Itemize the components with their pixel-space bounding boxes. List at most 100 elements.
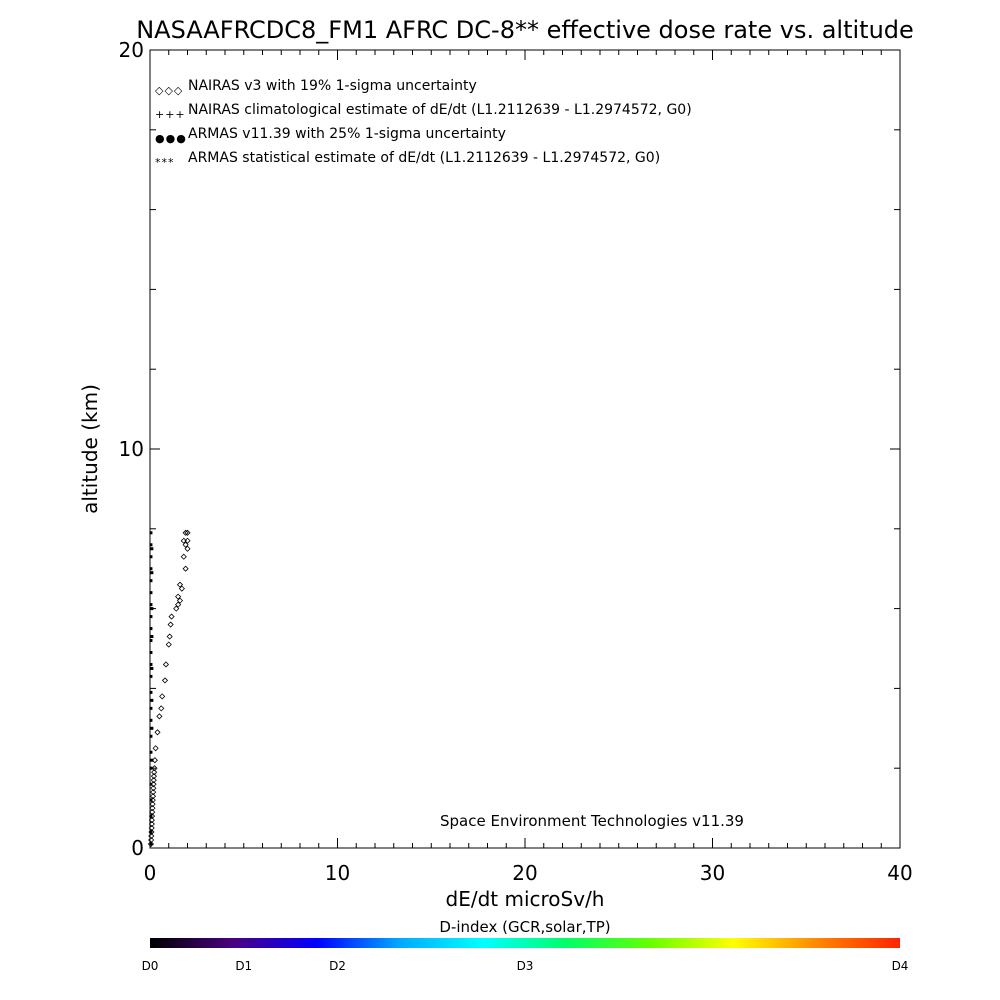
data-point-diamond	[152, 745, 159, 752]
chart-title: NASAAFRCDC8_FM1 AFRC DC-8** effective do…	[136, 16, 914, 44]
y-axis-label: altitude (km)	[78, 384, 102, 514]
data-point-dot	[149, 627, 153, 631]
data-point-diamond	[150, 789, 157, 796]
x-axis-label: dE/dt microSv/h	[446, 887, 605, 911]
legend-symbol: ***	[155, 156, 175, 169]
x-axis: 0 10 20 30 40	[144, 50, 913, 885]
data-point-diamond	[148, 817, 155, 824]
legend-symbol: ◇◇◇	[155, 84, 183, 97]
data-point-diamond	[184, 529, 191, 536]
colorbar-label: D0	[142, 959, 159, 973]
data-points	[147, 529, 191, 848]
data-point-diamond	[159, 693, 166, 700]
data-point-diamond	[180, 553, 187, 560]
data-point-dot	[149, 690, 153, 694]
legend-symbol: ●●●	[155, 132, 187, 145]
data-point-dot	[149, 603, 153, 607]
data-point-diamond	[148, 832, 155, 840]
data-point-diamond	[158, 705, 165, 712]
data-point-diamond	[173, 605, 180, 612]
data-point-dot	[149, 814, 153, 818]
data-point-dot	[149, 591, 153, 595]
x-tick-label: 30	[700, 861, 725, 885]
data-point-dot	[149, 842, 153, 846]
colorbar-title: D-index (GCR,solar,TP)	[439, 918, 610, 936]
data-point-diamond	[149, 801, 156, 808]
legend-label: ARMAS v11.39 with 25% 1-sigma uncertaint…	[188, 126, 506, 142]
data-point-diamond	[176, 597, 184, 604]
data-point-diamond	[176, 581, 184, 588]
data-point-diamond	[182, 541, 189, 548]
data-point-dot	[150, 666, 154, 670]
data-point-dot	[149, 639, 153, 643]
data-point-diamond	[151, 765, 158, 772]
data-point-dot	[149, 734, 153, 738]
colorbar	[150, 938, 900, 948]
data-point-dot	[149, 766, 153, 770]
data-point-dot	[149, 579, 153, 583]
data-point-diamond	[150, 773, 158, 780]
data-point-dot	[150, 607, 154, 611]
colorbar-label: D3	[517, 959, 534, 973]
y-tick-label: 0	[131, 836, 144, 860]
data-point-diamond	[147, 840, 155, 848]
data-point-dot	[149, 718, 153, 722]
data-point-diamond	[150, 777, 157, 784]
y-tick-label: 20	[119, 38, 144, 62]
colorbar-label: D2	[329, 959, 346, 973]
data-point-diamond	[154, 729, 161, 736]
data-point-diamond	[162, 661, 170, 668]
legend-label: NAIRAS v3 with 19% 1-sigma uncertainty	[188, 78, 477, 94]
x-tick-label: 40	[887, 861, 912, 885]
data-point-dot	[149, 706, 153, 710]
data-point-dot	[149, 674, 153, 678]
data-point-dot	[149, 798, 153, 802]
x-tick-label: 20	[512, 861, 537, 885]
data-point-diamond	[149, 805, 156, 812]
data-point-dot	[149, 750, 153, 754]
data-point-dot	[149, 531, 153, 535]
x-tick-label: 10	[325, 861, 350, 885]
legend-label: ARMAS statistical estimate of dE/dt (L1.…	[188, 150, 660, 166]
data-point-diamond	[148, 820, 155, 828]
data-point-dot	[149, 555, 153, 559]
data-point-diamond	[182, 529, 189, 536]
data-point-dot	[149, 782, 153, 786]
data-point-diamond	[168, 613, 175, 620]
y-tick-label: 10	[119, 437, 144, 461]
x-tick-label: 0	[144, 861, 157, 885]
data-point-diamond	[150, 785, 157, 792]
data-point-diamond	[149, 793, 157, 800]
colorbar-label: D4	[892, 959, 909, 973]
data-point-diamond	[178, 585, 185, 592]
legend: ◇◇◇ NAIRAS v3 with 19% 1-sigma uncertaint…	[155, 78, 692, 169]
credit-annotation: Space Environment Technologies v11.39	[440, 812, 744, 830]
data-point-diamond	[156, 713, 163, 720]
data-point-dot	[149, 830, 153, 834]
data-point-diamond	[151, 769, 158, 776]
data-point-diamond	[175, 601, 182, 608]
data-point-dot	[150, 635, 154, 639]
data-point-diamond	[182, 565, 189, 572]
data-point-dot	[150, 547, 154, 551]
data-point-dot	[150, 758, 154, 762]
data-point-dot	[149, 662, 153, 666]
legend-symbol: +++	[155, 108, 186, 121]
data-point-diamond	[166, 633, 173, 640]
data-point-diamond	[167, 621, 174, 628]
data-point-diamond	[184, 545, 191, 552]
colorbar-label: D1	[235, 959, 252, 973]
data-point-dot	[149, 543, 153, 547]
data-point-dot	[150, 726, 154, 730]
data-point-dot	[149, 567, 153, 571]
colorbar-labels: D0 D1 D2 D3 D4	[142, 959, 909, 973]
data-point-dot	[149, 615, 153, 619]
plot-frame	[149, 49, 901, 849]
data-point-diamond	[184, 537, 191, 544]
data-point-dot	[150, 571, 154, 575]
legend-label: NAIRAS climatological estimate of dE/dt …	[188, 102, 692, 118]
data-point-dot	[150, 698, 154, 702]
data-point-diamond	[165, 641, 172, 648]
data-point-diamond	[175, 593, 182, 600]
